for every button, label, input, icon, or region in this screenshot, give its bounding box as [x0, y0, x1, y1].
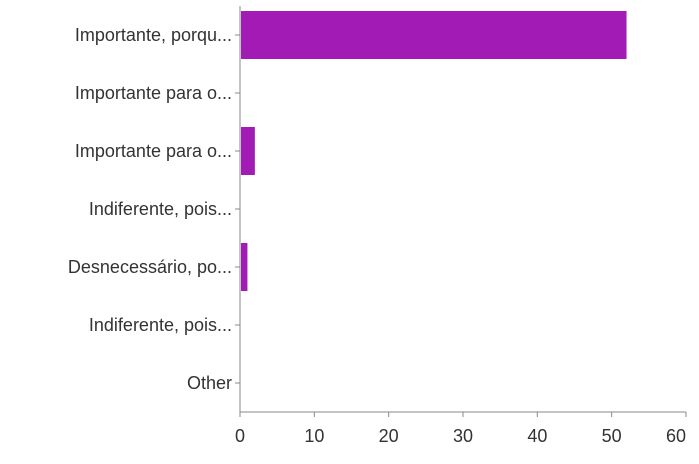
bar — [241, 243, 248, 291]
category-label: Importante para o... — [75, 141, 232, 161]
x-tick-label: 10 — [304, 426, 324, 446]
category-label: Indiferente, pois... — [89, 315, 232, 335]
category-label: Desnecessário, po... — [68, 257, 232, 277]
x-tick-label: 30 — [453, 426, 473, 446]
x-tick-label: 20 — [379, 426, 399, 446]
category-label: Indiferente, pois... — [89, 199, 232, 219]
category-labels: Importante, porqu... Importante para o...… — [68, 25, 240, 393]
category-label: Importante para o... — [75, 83, 232, 103]
bar — [241, 11, 627, 59]
x-tick-label: 40 — [527, 426, 547, 446]
category-label: Other — [187, 373, 232, 393]
x-tick-label: 50 — [602, 426, 622, 446]
bar — [241, 127, 255, 175]
category-label: Importante, porqu... — [75, 25, 232, 45]
x-tick-label: 60 — [666, 426, 686, 446]
x-tick-label: 0 — [235, 426, 245, 446]
bars-group — [241, 11, 627, 291]
x-axis-ticks: 0 10 20 30 40 50 60 — [235, 412, 687, 446]
